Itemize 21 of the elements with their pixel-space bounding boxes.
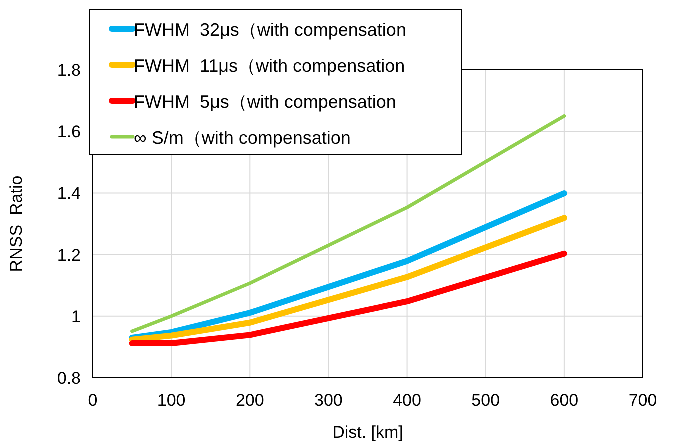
line-series [130, 114, 566, 334]
x-tick-label: 700 [628, 391, 658, 410]
y-tick-label: 1.4 [57, 184, 81, 204]
x-tick-label: 0 [88, 391, 98, 410]
y-tick-label: 1 [72, 307, 81, 326]
x-tick-label: 300 [314, 391, 343, 410]
legend-label: FWHM 32μs（with compensation [134, 20, 406, 40]
x-tick-label: 500 [472, 391, 500, 410]
x-axis-title: Dist. [km] [332, 423, 404, 442]
y-axis-title: RNSS Ratio [7, 176, 26, 272]
legend-label: ∞ S/m（with compensation [134, 128, 351, 148]
x-tick-label: 100 [157, 391, 186, 410]
y-tick-label: 1.2 [57, 246, 81, 265]
y-tick-label: 1.8 [57, 61, 81, 80]
x-tick-label: 400 [393, 391, 422, 410]
legend-label: FWHM 11μs（with compensation [134, 56, 406, 76]
legend-label: FWHM 5μs（with compensation [134, 92, 396, 112]
y-tick-label: 1.6 [57, 122, 81, 142]
x-tick-label: 200 [236, 391, 264, 410]
y-tick-label: 0.8 [57, 369, 81, 388]
x-tick-label: 600 [550, 391, 579, 410]
